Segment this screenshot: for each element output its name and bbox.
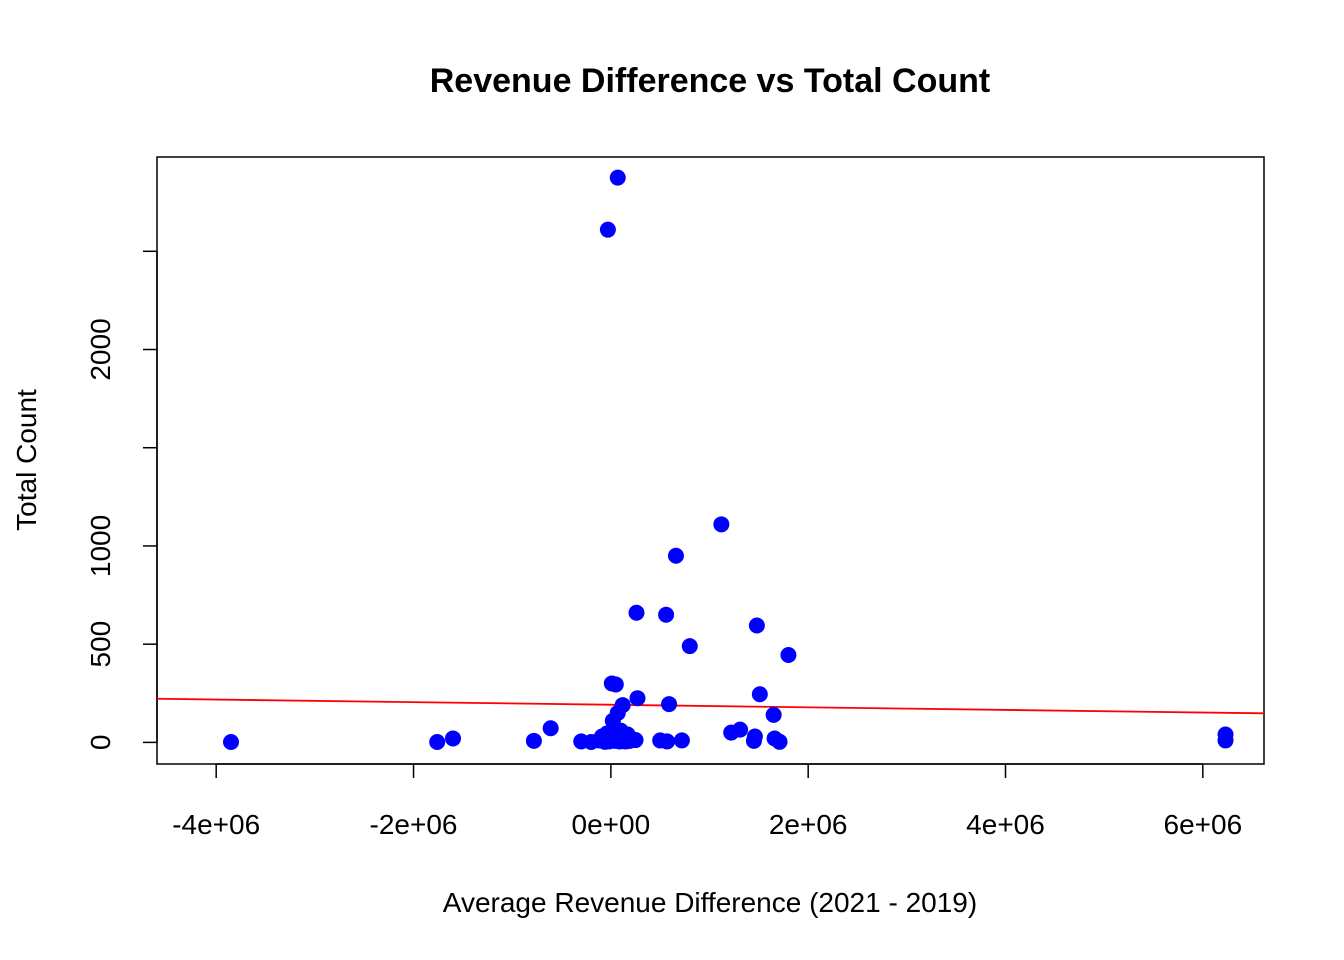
y-tick-label: 1000 (85, 515, 116, 577)
data-point (629, 690, 646, 707)
data-point (780, 646, 797, 663)
y-tick-label: 0 (85, 735, 116, 751)
data-point (751, 686, 768, 703)
data-point (222, 733, 239, 750)
plot-frame (156, 156, 1265, 765)
data-point (429, 733, 446, 750)
x-tick-label: 4e+06 (966, 809, 1045, 840)
data-points (222, 169, 1234, 750)
data-point (599, 221, 616, 238)
data-point (444, 730, 461, 747)
data-point (748, 617, 765, 634)
x-tick-label: 0e+00 (572, 809, 651, 840)
data-point (609, 169, 626, 186)
x-axis-label: Average Revenue Difference (2021 - 2019) (443, 887, 977, 918)
data-point (628, 604, 645, 621)
data-point (659, 733, 676, 750)
chart-title: Revenue Difference vs Total Count (430, 62, 991, 100)
data-point (765, 706, 782, 723)
data-point (667, 547, 684, 564)
data-point (713, 516, 730, 533)
x-tick-label: 6e+06 (1164, 809, 1243, 840)
data-point (658, 606, 675, 623)
data-point (542, 720, 559, 737)
data-point (673, 732, 690, 749)
data-point (771, 733, 788, 750)
y-tick-label: 2000 (85, 318, 116, 380)
y-axis-label: Total Count (11, 389, 42, 531)
y-tick-label: 500 (85, 621, 116, 668)
data-point (732, 721, 749, 738)
x-tick-label: 2e+06 (769, 809, 848, 840)
regression-line (156, 697, 1265, 715)
x-axis: -4e+06 -2e+06 0e+00 2e+06 4e+06 6e+06 (172, 763, 1243, 840)
data-point (746, 728, 763, 745)
x-tick-label: -4e+06 (172, 809, 260, 840)
data-point (661, 696, 678, 713)
data-point (1217, 726, 1234, 743)
data-point (614, 697, 631, 714)
data-point (525, 732, 542, 749)
regression-line-group (156, 697, 1265, 715)
data-point (627, 732, 644, 749)
y-axis: 0 500 1000 2000 (85, 250, 158, 751)
data-point (681, 638, 698, 655)
x-tick-label: -2e+06 (370, 809, 458, 840)
data-point (607, 676, 624, 693)
